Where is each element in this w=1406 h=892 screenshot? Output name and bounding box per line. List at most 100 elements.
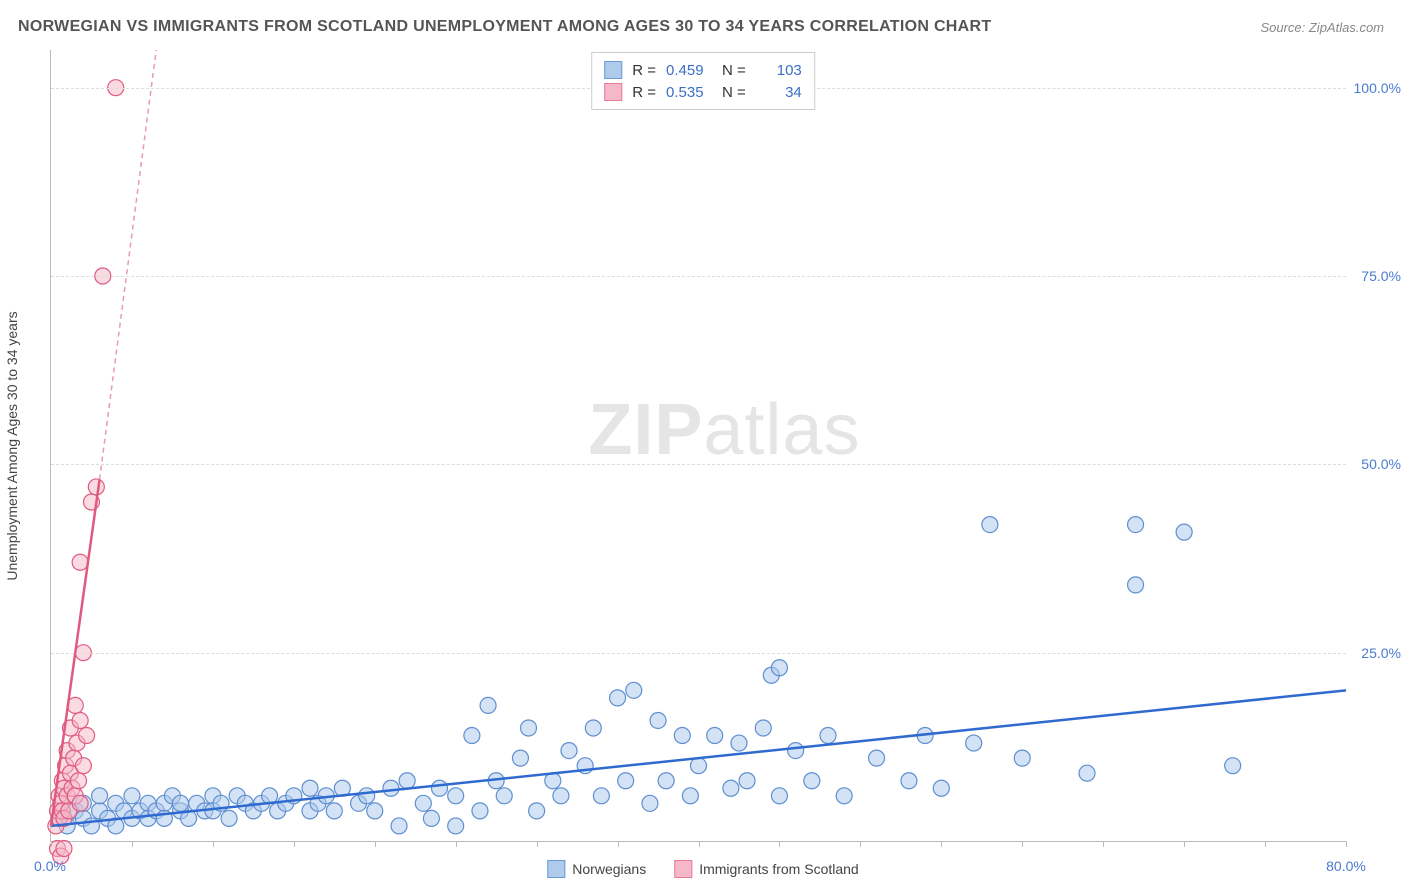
data-point: [593, 788, 609, 804]
r-label: R =: [632, 84, 656, 101]
x-tick: [537, 841, 538, 847]
n-label: N =: [722, 62, 746, 79]
data-point: [691, 758, 707, 774]
y-tick-label: 25.0%: [1361, 645, 1401, 661]
r-value: 0.459: [666, 62, 712, 79]
data-point: [626, 682, 642, 698]
x-tick: [132, 841, 133, 847]
data-point: [71, 773, 87, 789]
legend-label-norwegians: Norwegians: [572, 861, 646, 877]
data-point: [326, 803, 342, 819]
legend-stat-row: R =0.535N =34: [604, 81, 802, 103]
data-point: [901, 773, 917, 789]
data-point: [618, 773, 634, 789]
legend-swatch-icon: [604, 61, 622, 79]
x-tick: [941, 841, 942, 847]
legend-swatch-pink: [674, 860, 692, 878]
x-tick: [51, 841, 52, 847]
data-point: [72, 795, 88, 811]
n-label: N =: [722, 84, 746, 101]
legend-stats-box: R =0.459N =103R =0.535N =34: [591, 52, 815, 110]
legend-bottom: Norwegians Immigrants from Scotland: [547, 860, 858, 878]
r-label: R =: [632, 62, 656, 79]
x-tick: [213, 841, 214, 847]
x-tick: [456, 841, 457, 847]
y-axis-title: Unemployment Among Ages 30 to 34 years: [4, 311, 20, 580]
data-point: [982, 517, 998, 533]
plot-svg: [51, 50, 1346, 841]
legend-swatch-blue: [547, 860, 565, 878]
gridline: [51, 653, 1346, 654]
data-point: [836, 788, 852, 804]
data-point: [472, 803, 488, 819]
x-tick: [779, 841, 780, 847]
data-point: [1176, 524, 1192, 540]
data-point: [56, 841, 72, 857]
data-point: [731, 735, 747, 751]
legend-label-scotland: Immigrants from Scotland: [699, 861, 859, 877]
data-point: [521, 720, 537, 736]
data-point: [1128, 577, 1144, 593]
y-tick-label: 100.0%: [1354, 80, 1401, 96]
x-origin-label: 0.0%: [34, 858, 66, 874]
data-point: [367, 803, 383, 819]
data-point: [682, 788, 698, 804]
data-point: [788, 743, 804, 759]
n-value: 103: [756, 62, 802, 79]
data-point: [1128, 517, 1144, 533]
data-point: [869, 750, 885, 766]
data-point: [92, 788, 108, 804]
data-point: [79, 728, 95, 744]
data-point: [585, 720, 601, 736]
x-tick: [1346, 841, 1347, 847]
x-tick: [699, 841, 700, 847]
data-point: [771, 660, 787, 676]
data-point: [173, 795, 189, 811]
data-point: [496, 788, 512, 804]
data-point: [512, 750, 528, 766]
data-point: [448, 818, 464, 834]
data-point: [723, 780, 739, 796]
x-tick: [1265, 841, 1266, 847]
data-point: [658, 773, 674, 789]
legend-stat-row: R = 0.459 N = 103: [604, 59, 802, 81]
gridline: [51, 276, 1346, 277]
data-point: [529, 803, 545, 819]
data-point: [561, 743, 577, 759]
data-point: [804, 773, 820, 789]
data-point: [933, 780, 949, 796]
data-point: [650, 712, 666, 728]
x-max-label: 80.0%: [1326, 858, 1366, 874]
data-point: [432, 780, 448, 796]
r-value: 0.535: [666, 84, 712, 101]
data-point: [739, 773, 755, 789]
data-point: [88, 479, 104, 495]
data-point: [771, 788, 787, 804]
x-tick: [294, 841, 295, 847]
data-point: [1225, 758, 1241, 774]
data-point: [221, 810, 237, 826]
legend-item-norwegians: Norwegians: [547, 860, 646, 878]
x-tick: [1184, 841, 1185, 847]
data-point: [423, 810, 439, 826]
data-point: [707, 728, 723, 744]
data-point: [383, 780, 399, 796]
data-point: [72, 554, 88, 570]
data-point: [359, 788, 375, 804]
data-point: [464, 728, 480, 744]
x-tick: [618, 841, 619, 847]
data-point: [755, 720, 771, 736]
data-point: [820, 728, 836, 744]
data-point: [1079, 765, 1095, 781]
data-point: [610, 690, 626, 706]
x-tick: [1103, 841, 1104, 847]
data-point: [391, 818, 407, 834]
data-point: [553, 788, 569, 804]
legend-item-scotland: Immigrants from Scotland: [674, 860, 859, 878]
x-tick: [860, 841, 861, 847]
x-tick: [375, 841, 376, 847]
source-attribution: Source: ZipAtlas.com: [1260, 20, 1384, 35]
chart-title: NORWEGIAN VS IMMIGRANTS FROM SCOTLAND UN…: [18, 18, 991, 36]
gridline: [51, 464, 1346, 465]
data-point: [674, 728, 690, 744]
